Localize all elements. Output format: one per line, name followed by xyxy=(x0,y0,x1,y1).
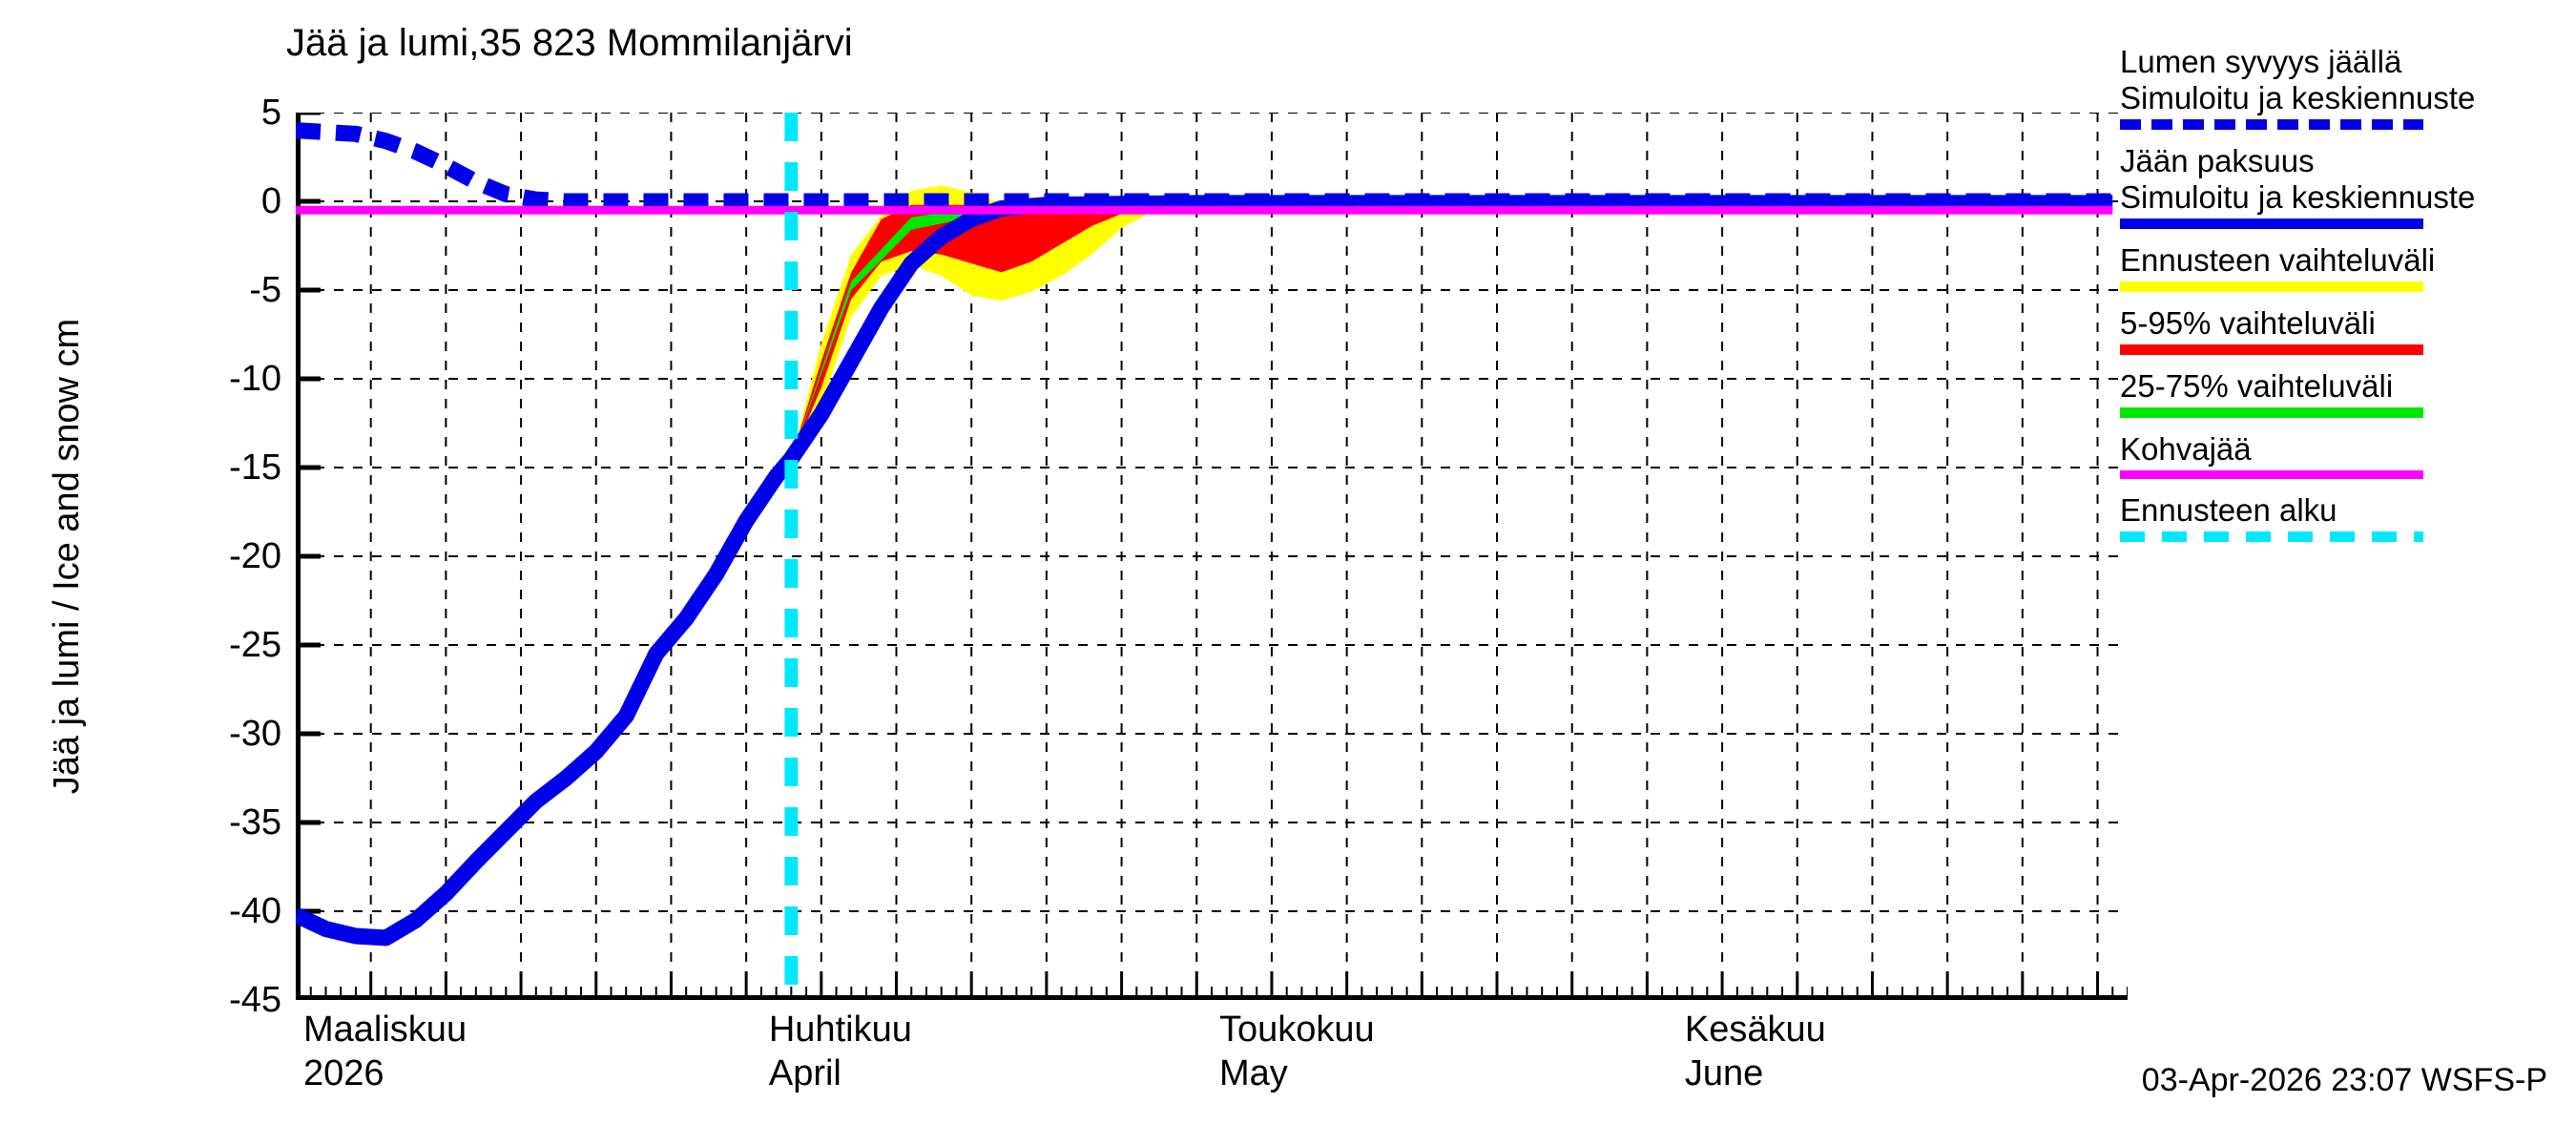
y-axis-title-label: Jää ja lumi / Ice and snow cm xyxy=(46,318,87,795)
legend-entry[interactable]: Lumen syvyys jäällä Simuloitu ja keskienn… xyxy=(2120,44,2568,130)
x-month-label-en: May xyxy=(1219,1053,1288,1093)
legend-label: Kohvajää xyxy=(2120,431,2252,467)
x-month-label: Maaliskuu 2026 xyxy=(303,1008,467,1095)
legend-label: Lumen syvyys jäällä xyxy=(2120,44,2402,79)
legend-sublabel: Simuloitu ja keskiennuste xyxy=(2120,179,2476,215)
x-month-label-fi: Maaliskuu xyxy=(303,1010,467,1050)
legend-entry[interactable]: 25-75% vaihteluväli xyxy=(2120,368,2568,418)
x-month-label: Huhtikuu April xyxy=(769,1008,912,1095)
y-tick-label: -25 xyxy=(229,625,281,665)
footer-timestamp: 03-Apr-2026 23:07 WSFS-P xyxy=(2141,1062,2547,1098)
page-title: Jää ja lumi,35 823 Mommilanjärvi xyxy=(286,22,853,64)
y-axis-tick-labels: 5 0 -5 -10 -15 -20 -25 -30 -35 -40 -45 xyxy=(138,94,281,1018)
legend-swatch-solid-magenta xyxy=(2120,470,2423,479)
plot-canvas xyxy=(296,113,2128,1000)
legend-entry[interactable]: Kohvajää xyxy=(2120,431,2568,479)
uncertainty-band xyxy=(791,202,1212,459)
x-month-label-fi: Huhtikuu xyxy=(768,1010,912,1050)
uncertainty-band xyxy=(791,202,1092,459)
y-tick-label: -30 xyxy=(229,714,281,754)
legend-label: 5-95% vaihteluväli xyxy=(2120,305,2376,341)
x-month-label-en: 2026 xyxy=(303,1053,384,1093)
y-tick-label: -45 xyxy=(229,980,281,1020)
legend-entry[interactable]: Jään paksuus Simuloitu ja keskiennuste xyxy=(2120,143,2568,229)
y-tick-label: -40 xyxy=(229,891,281,931)
y-tick-label: -15 xyxy=(229,448,281,488)
legend-entry[interactable]: Ennusteen vaihteluväli xyxy=(2120,242,2568,292)
y-tick-label: 0 xyxy=(260,181,281,221)
legend-swatch-solid-yellow xyxy=(2120,281,2423,292)
y-tick-label: -35 xyxy=(229,802,281,843)
legend-swatch-dashed-cyan xyxy=(2120,531,2423,542)
y-tick-label: 5 xyxy=(260,93,281,133)
x-month-label-en: April xyxy=(768,1053,841,1093)
legend-label: 25-75% vaihteluväli xyxy=(2120,368,2394,404)
legend-label: Ennusteen alku xyxy=(2120,492,2337,528)
x-month-label-fi: Toukokuu xyxy=(1219,1010,1375,1050)
legend-swatch-solid-green xyxy=(2120,407,2423,418)
plot-area xyxy=(296,113,2128,1000)
legend-entry[interactable]: Ennusteen alku xyxy=(2120,492,2568,542)
x-month-label-fi: Kesäkuu xyxy=(1684,1010,1826,1050)
legend-label: Ennusteen vaihteluväli xyxy=(2120,242,2436,278)
y-axis-title: Jää ja lumi / Ice and snow cm xyxy=(38,113,95,1000)
grid-lines xyxy=(296,113,2128,1000)
axis-ticks xyxy=(296,113,2128,1000)
x-axis-tick-labels: Maaliskuu 2026 Huhtikuu April Toukokuu May Kes… xyxy=(296,1008,2128,1122)
chart-legend: Lumen syvyys jäällä Simuloitu ja keskienn… xyxy=(2120,44,2568,555)
x-month-label: Toukokuu May xyxy=(1219,1008,1375,1095)
y-tick-label: -5 xyxy=(249,270,281,310)
legend-sublabel: Simuloitu ja keskiennuste xyxy=(2120,80,2476,115)
legend-label: Jään paksuus xyxy=(2120,143,2315,178)
y-tick-label: -20 xyxy=(229,536,281,576)
legend-swatch-dashed-blue xyxy=(2120,119,2423,130)
legend-entry[interactable]: 5-95% vaihteluväli xyxy=(2120,305,2568,355)
x-month-label-en: June xyxy=(1684,1053,1764,1093)
legend-swatch-solid-blue xyxy=(2120,219,2423,229)
legend-swatch-solid-red xyxy=(2120,344,2423,355)
series-ice-thickness xyxy=(296,195,2113,947)
series-snow-depth xyxy=(296,122,2113,210)
y-tick-label: -10 xyxy=(229,359,281,399)
x-month-label: Kesäkuu June xyxy=(1685,1008,1826,1095)
